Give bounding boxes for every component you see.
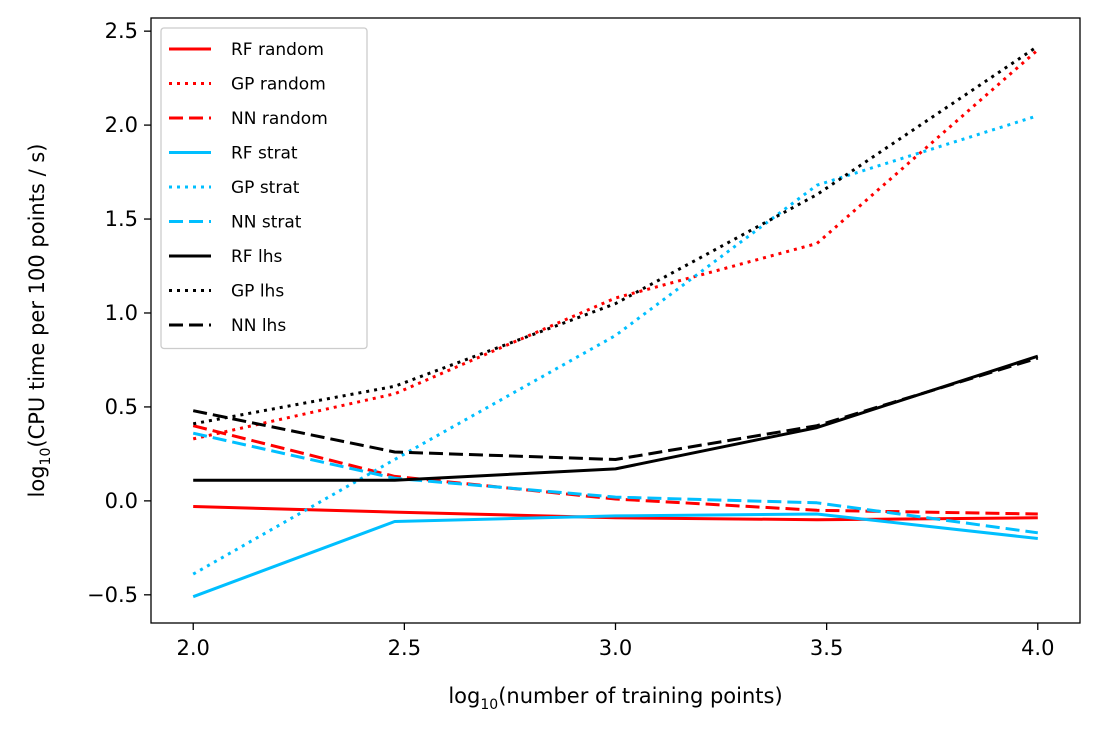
series-line-gp-lhs <box>192 44 1039 426</box>
y-tick-label: 2.0 <box>105 113 138 137</box>
series-line-rf-random <box>193 505 1038 522</box>
x-tick-label: 4.0 <box>1021 636 1054 660</box>
legend-label-nn-strat: NN strat <box>231 213 302 233</box>
legend-label-rf-random: RF random <box>231 40 324 60</box>
series-line-gp-strat <box>192 114 1039 576</box>
x-tick-label: 2.0 <box>177 636 210 660</box>
series-line-nn-lhs <box>192 356 1039 461</box>
legend-label-rf-strat: RF strat <box>231 144 298 164</box>
x-axis-title-subscript: 10 <box>480 697 498 713</box>
y-axis-title-subscript: 10 <box>38 448 54 466</box>
y-axis: −0.5 0.0 0.5 1.0 1.5 2.0 2.5 <box>87 19 151 607</box>
legend-label-gp-random: GP random <box>231 75 326 95</box>
series-line-gp-random <box>192 48 1039 441</box>
x-tick-label: 3.0 <box>599 636 632 660</box>
x-axis-title: log10(number of training points) <box>448 684 782 713</box>
legend-label-nn-lhs: NN lhs <box>231 316 286 336</box>
y-tick-label: 0.5 <box>105 395 138 419</box>
legend: RF random GP random NN random RF strat GP st… <box>160 27 368 350</box>
legend-label-gp-strat: GP strat <box>231 178 300 198</box>
legend-label-rf-lhs: RF lhs <box>231 247 282 267</box>
y-tick-label: −0.5 <box>87 583 138 607</box>
legend-label-gp-lhs: GP lhs <box>231 282 284 302</box>
legend-box <box>160 27 368 350</box>
y-axis-title: log10(CPU time per 100 points / s) <box>25 144 54 498</box>
x-tick-label: 3.5 <box>810 636 843 660</box>
y-axis-title-prefix: log <box>25 465 49 497</box>
y-tick-label: 0.0 <box>105 489 138 513</box>
x-axis: 2.0 2.5 3.0 3.5 4.0 <box>177 623 1054 660</box>
x-axis-title-suffix: (number of training points) <box>498 684 782 708</box>
y-axis-title-suffix: (CPU time per 100 points / s) <box>25 144 49 448</box>
x-axis-title-prefix: log <box>448 684 480 708</box>
y-tick-label: 1.0 <box>105 301 138 325</box>
series-line-rf-strat <box>192 512 1038 599</box>
x-tick-label: 2.5 <box>388 636 421 660</box>
series-line-nn-strat <box>192 431 1039 535</box>
legend-label-nn-random: NN random <box>231 109 328 129</box>
y-tick-label: 2.5 <box>105 19 138 43</box>
y-tick-label: 1.5 <box>105 207 138 231</box>
series-layer <box>192 44 1039 599</box>
